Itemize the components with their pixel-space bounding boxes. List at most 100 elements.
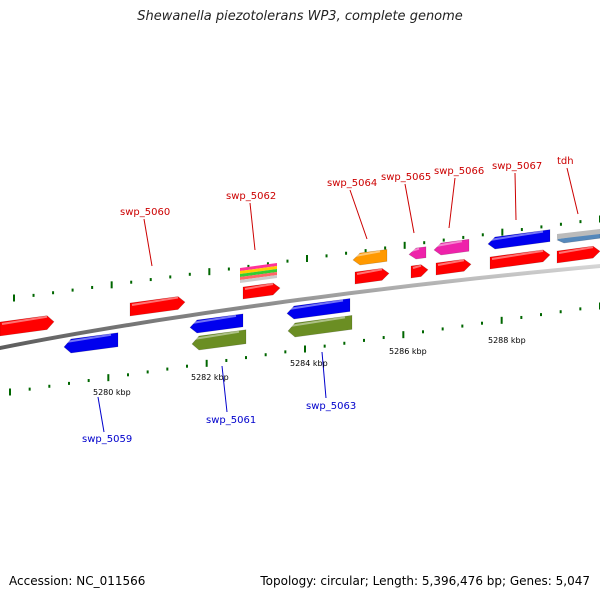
lower-scale-tick [245, 356, 247, 360]
lower-scale-ticks [9, 302, 600, 396]
connector-reverse-0 [97, 396, 105, 433]
gene-swp_5064 [354, 268, 390, 285]
feature-stripe-3 [240, 272, 277, 280]
feature-magenta-2 [433, 238, 470, 256]
upper-scale-tick [52, 291, 55, 295]
gene-swp_5061-highlight [191, 314, 237, 324]
upper-scale-tick [188, 272, 191, 276]
feature-olive-1-highlight [193, 330, 240, 340]
scale-label-5282: 5282 kbp [191, 373, 229, 382]
upper-scale-tick [481, 233, 484, 237]
upper-scale-tick [13, 294, 15, 302]
gene-swp_5064-highlight [356, 268, 383, 275]
lower-scale-tick [559, 310, 562, 314]
lower-scale-tick [205, 359, 208, 367]
gene-swp_5063-highlight [288, 299, 344, 310]
gene-label-swp_5061[interactable]: swp_5061 [206, 415, 256, 426]
lower-scale-tick [579, 307, 582, 311]
connector-forward-0 [143, 218, 153, 267]
upper-scale-tick [71, 288, 74, 292]
gene-swp_5060-highlight [131, 296, 179, 306]
connector-forward-6 [566, 167, 579, 215]
scale-label-5286: 5286 kbp [389, 347, 427, 356]
genome-backbone [0, 264, 600, 350]
feature-magenta-2-highlight [435, 240, 463, 247]
lower-scale-tick [304, 345, 306, 353]
upper-scale-tick [169, 275, 172, 279]
upper-scale-tick [442, 238, 445, 242]
lower-scale-tick [28, 387, 31, 391]
label-connectors [97, 167, 579, 433]
gene-label-swp_5059[interactable]: swp_5059 [82, 434, 132, 445]
gene-swp_5059 [63, 332, 119, 354]
feature-magenta-1-highlight [410, 247, 420, 252]
feature-olive-2-highlight [289, 316, 346, 327]
upper-scale-tick [227, 267, 230, 271]
feature-orange [352, 249, 388, 266]
upper-scale-tick [306, 255, 308, 262]
gene-label-swp_5064[interactable]: swp_5064 [327, 178, 377, 189]
upper-scale-tick [520, 228, 523, 232]
gene-swp_5067-rev-highlight [489, 230, 544, 241]
gene-swp_5067 [489, 249, 551, 270]
gene-tdh-highlight [558, 246, 594, 254]
upper-scale-tick [91, 285, 94, 289]
gene-label-swp_5067[interactable]: swp_5067 [492, 161, 542, 172]
genome-summary-text: Topology: circular; Length: 5,396,476 bp… [260, 574, 590, 588]
lower-scale-tick [186, 364, 188, 368]
upper-scale-tick [384, 246, 387, 250]
upper-scale-tick [423, 241, 426, 245]
lower-scale-tick [68, 381, 70, 385]
lower-scale-tick [87, 379, 90, 383]
gene-swp_5061 [189, 313, 244, 334]
connector-forward-5 [514, 172, 517, 221]
gene-label-swp_5062[interactable]: swp_5062 [226, 191, 276, 202]
gene-label-swp_5065[interactable]: swp_5065 [381, 172, 431, 183]
gene-swp_5067-rev [487, 229, 551, 250]
gene-swp_5060 [129, 296, 186, 317]
upper-scale-tick [462, 235, 465, 239]
upper-scale-tick [286, 259, 289, 263]
gene-swp_5065-highlight [412, 264, 422, 269]
gene-swp_5067-highlight [491, 249, 544, 260]
upper-scale-tick [149, 278, 152, 282]
connector-reverse-2 [321, 351, 327, 399]
map-title: Shewanella piezotolerans WP3, complete g… [137, 9, 463, 24]
lower-scale-tick [107, 374, 110, 382]
gene-label-swp_5063[interactable]: swp_5063 [306, 401, 356, 412]
lower-scale-tick [461, 324, 464, 328]
lower-scale-tick [520, 315, 523, 319]
gene-label-swp_5060[interactable]: swp_5060 [120, 207, 170, 218]
gene-swp_5066 [435, 258, 472, 276]
feature-stripe-1 [240, 266, 277, 274]
scale-label-5284: 5284 kbp [290, 359, 328, 368]
feature-orange-highlight [354, 250, 381, 257]
lower-scale-tick [284, 350, 287, 354]
scale-label-5288: 5288 kbp [488, 336, 526, 345]
upper-scale-tick [110, 281, 113, 289]
upper-scale-ticks [13, 215, 600, 302]
lower-scale-tick [166, 367, 169, 371]
lower-scale-tick [422, 330, 424, 334]
connector-forward-3 [404, 183, 415, 234]
upper-scale-tick [364, 249, 367, 253]
accession-text: Accession: NC_011566 [9, 574, 146, 588]
lower-scale-tick [127, 373, 129, 377]
upper-scale-tick [266, 262, 269, 266]
upper-scale-tick [208, 268, 211, 276]
upper-scale-tick [130, 280, 133, 284]
feature-stripe-4 [240, 275, 277, 283]
feature-stripe-0 [240, 263, 277, 271]
connector-forward-2 [349, 189, 368, 240]
feature-magenta-1 [408, 246, 427, 260]
lower-scale-tick [441, 327, 444, 331]
gene-swp_5058 [0, 315, 55, 337]
lower-scale-tick [363, 338, 365, 342]
upper-scale-tick [559, 222, 562, 226]
gene-label-swp_5066[interactable]: swp_5066 [434, 166, 484, 177]
gene-label-tdh[interactable]: tdh [557, 156, 574, 167]
lower-scale-tick [9, 388, 11, 396]
scale-label-5280: 5280 kbp [93, 388, 131, 397]
lower-scale-tick [481, 321, 483, 325]
